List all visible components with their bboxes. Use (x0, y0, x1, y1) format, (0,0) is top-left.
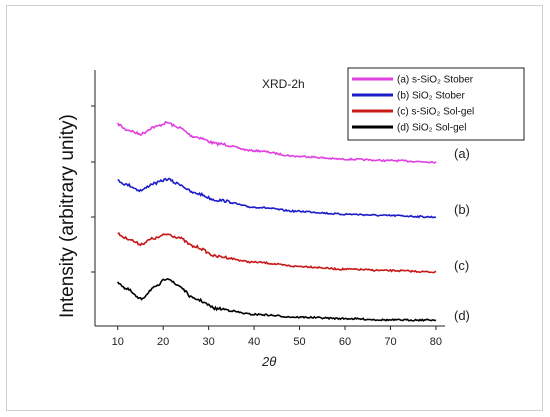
series-line (117, 277, 437, 322)
curve-label: (b) (454, 202, 470, 217)
curve-label: (c) (454, 258, 469, 273)
chart-title: XRD-2h (262, 77, 305, 91)
plot-axes (91, 70, 445, 327)
legend-label: (b) SiO₂ Stober (397, 91, 465, 102)
series-line (117, 232, 437, 274)
series-line (116, 120, 437, 164)
x-tick-label: 40 (248, 336, 260, 348)
legend-label: (a) s-SiO₂ Stober (397, 75, 474, 86)
x-tick-label: 20 (157, 336, 169, 348)
legend-items: (a) s-SiO₂ Stober (b) SiO₂ Stober (c) s-Si… (352, 75, 474, 134)
curve-label: (a) (454, 146, 470, 161)
x-tick-label: 60 (339, 336, 351, 348)
x-ticks: 10 20 30 40 50 60 70 80 (112, 326, 442, 348)
x-tick-label: 10 (112, 336, 124, 348)
x-axis-label: 2θ (261, 354, 276, 369)
y-axis-label: Intensity (arbitrary unity) (57, 114, 78, 318)
series-line (117, 177, 437, 219)
x-tick-label: 80 (430, 336, 442, 348)
legend-label: (c) s-SiO₂ Sol-gel (397, 107, 474, 118)
curve-labels: (a) (b) (c) (d) (454, 146, 470, 323)
curves (116, 120, 437, 322)
legend-label: (d) SiO₂ Sol-gel (397, 123, 466, 134)
x-tick-label: 30 (203, 336, 215, 348)
x-tick-label: 50 (293, 336, 305, 348)
legend: (a) s-SiO₂ Stober (b) SiO₂ Stober (c) s-Si… (347, 67, 525, 141)
curve-label: (d) (454, 308, 470, 323)
x-tick-label: 70 (384, 336, 396, 348)
